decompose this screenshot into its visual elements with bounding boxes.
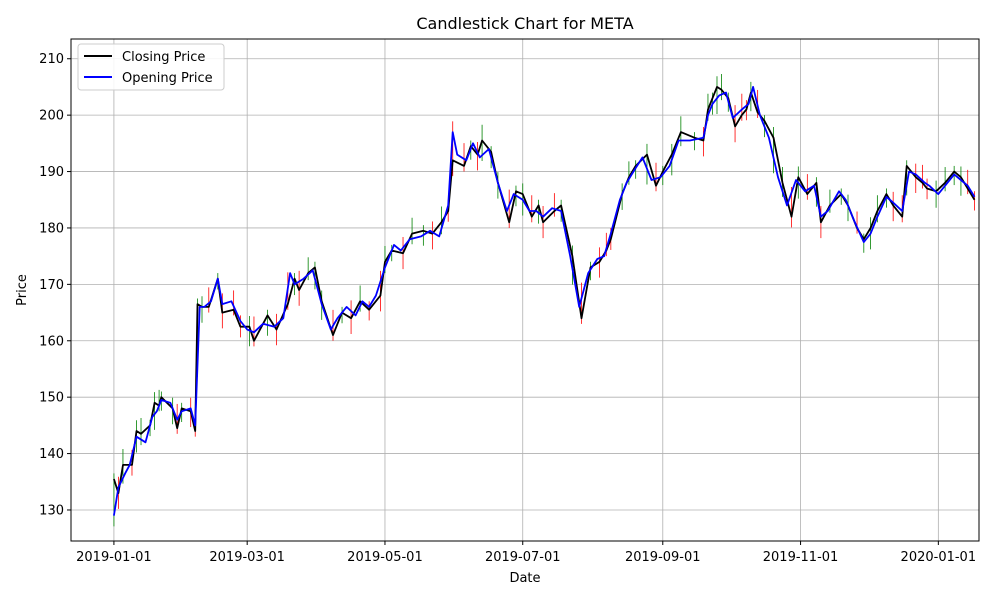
y-axis-label: Price	[15, 274, 30, 306]
x-tick-label: 2019-05-01	[347, 550, 423, 565]
chart-title: Candlestick Chart for META	[416, 14, 633, 33]
x-tick-label: 2019-01-01	[76, 550, 152, 565]
x-tick-label: 2020-01-01	[901, 550, 977, 565]
x-tick-label: 2019-09-01	[625, 550, 701, 565]
y-tick-label: 130	[39, 503, 64, 518]
legend-label-opening: Opening Price	[122, 71, 213, 86]
x-tick-label: 2019-03-01	[209, 550, 285, 565]
y-tick-label: 200	[39, 109, 64, 124]
y-tick-label: 190	[39, 165, 64, 180]
y-axis: 130 140 150 160 170 180 190 200 210	[39, 52, 71, 518]
x-axis-label: Date	[509, 571, 540, 586]
x-axis: 2019-01-01 2019-03-01 2019-05-01 2019-07-01…	[76, 541, 976, 565]
x-tick-label: 2019-11-01	[763, 550, 839, 565]
y-tick-label: 140	[39, 447, 64, 462]
legend-box	[77, 43, 225, 91]
y-tick-label: 160	[39, 334, 64, 349]
y-tick-label: 170	[39, 278, 64, 293]
y-tick-label: 180	[39, 221, 64, 236]
y-tick-label: 150	[39, 391, 64, 406]
y-tick-label: 210	[39, 52, 64, 67]
opening-price-line	[113, 86, 976, 516]
legend-label-closing: Closing Price	[122, 50, 205, 65]
x-tick-label: 2019-07-01	[485, 550, 561, 565]
legend: Closing Price Opening Price	[77, 43, 225, 91]
price-lines	[113, 86, 976, 516]
plot-frame	[70, 38, 980, 542]
grid	[71, 39, 979, 541]
